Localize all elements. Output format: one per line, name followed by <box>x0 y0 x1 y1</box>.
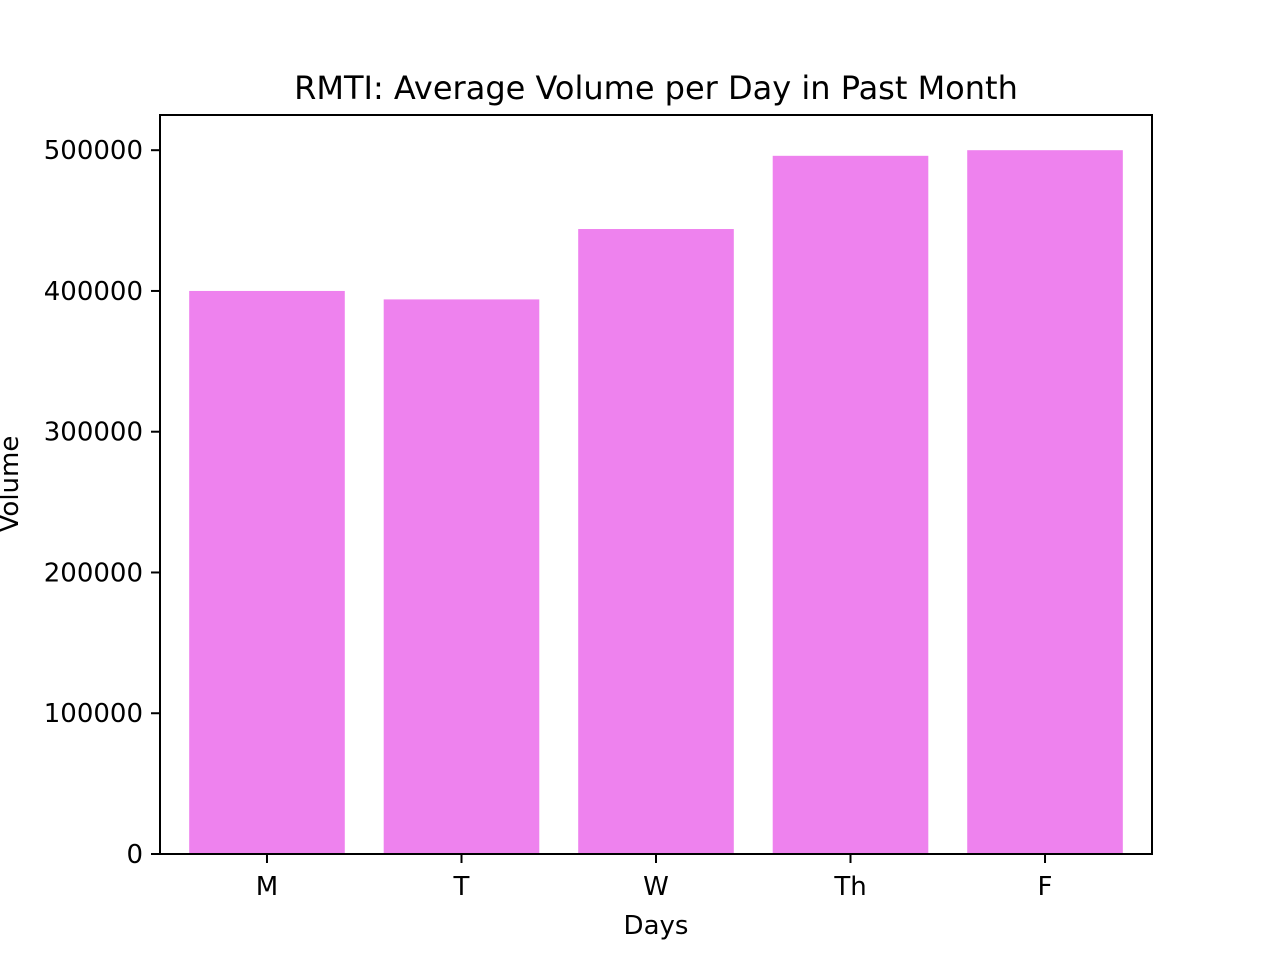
bar-m <box>189 290 345 854</box>
y-tick-label: 300000 <box>44 418 143 448</box>
y-axis-title: Volume <box>0 436 25 533</box>
x-tick-label: W <box>643 872 669 902</box>
y-tick-label: 200000 <box>44 558 143 588</box>
y-tick-label: 500000 <box>44 136 143 166</box>
chart-title: RMTI: Average Volume per Day in Past Mon… <box>294 69 1018 107</box>
y-tick-label: 400000 <box>44 277 143 307</box>
y-axis: 0 100000 200000 300000 400000 500000 <box>44 136 160 870</box>
x-tick-label: Th <box>833 872 866 902</box>
x-tick-label: F <box>1038 872 1053 902</box>
bar-f <box>967 150 1123 854</box>
bar-th <box>772 155 929 855</box>
x-tick-label: T <box>453 872 470 902</box>
x-axis: M T W Th F <box>256 854 1053 902</box>
x-axis-title: Days <box>624 911 689 941</box>
bar-w <box>578 229 734 854</box>
x-tick-label: M <box>256 872 278 902</box>
y-tick-label: 100000 <box>44 699 143 729</box>
bar-t <box>383 299 540 855</box>
bars-layer <box>189 150 1123 855</box>
y-tick-label: 0 <box>126 840 143 870</box>
